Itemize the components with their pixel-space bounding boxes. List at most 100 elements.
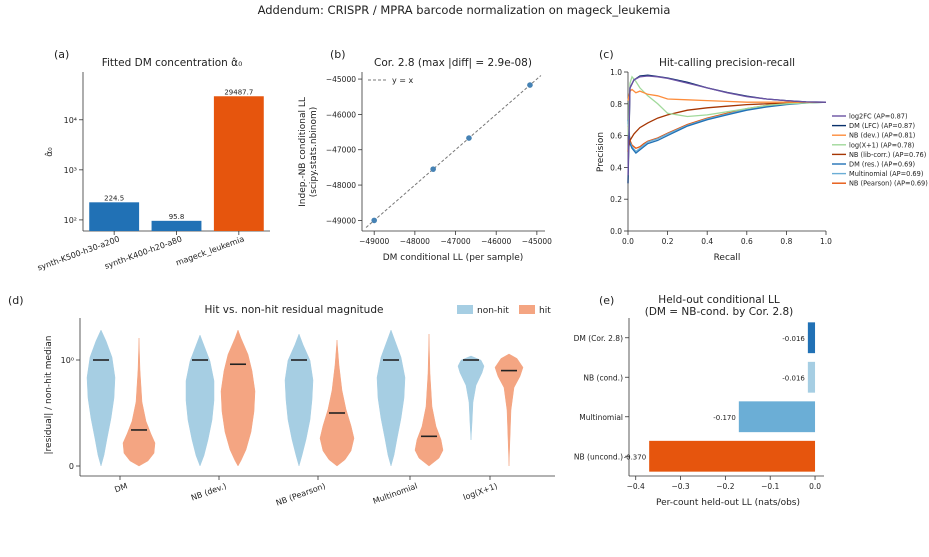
panel-c-legend-label: NB (Pearson) (AP=0.69): [849, 180, 928, 188]
panel-c-xtick-label: 0.4: [701, 237, 713, 246]
panel-d-xtick-label: log(X+1): [462, 481, 499, 502]
panel-d-ticks: 0 10⁰: [61, 356, 80, 471]
panel-d-violins: DM NB (dev.) NB (Pearson) Multinomial log(X+…: [86, 329, 524, 508]
panel-d-violin-nonhit: [86, 329, 116, 467]
panel-e-xtick-label: −0.3: [671, 482, 689, 491]
panel-d-legend-nonhit-swatch: [457, 305, 473, 314]
panel-c-legend-label: NB (dev.) (AP=0.81): [849, 132, 915, 140]
panel-c-series-line: [627, 101, 827, 153]
panel-e-ytick-label: Multinomial: [579, 413, 623, 422]
panel-b-axes: [361, 72, 545, 232]
panel-c-series-line: [627, 101, 826, 152]
panel-e: (e) Held-out conditional LL (DM = NB-con…: [574, 294, 824, 508]
panel-b-ytick-label: −47000: [326, 146, 356, 155]
panel-c-legend-label: DM (res.) (AP=0.69): [849, 161, 915, 169]
panel-a-bar: [89, 202, 140, 231]
panel-a-tag: (a): [54, 48, 69, 61]
panel-e-bar: [738, 401, 816, 433]
panel-c-legend-label: log(X+1) (AP=0.78): [849, 141, 914, 149]
panel-d-violin-hit: [494, 353, 524, 467]
panel-d-tag: (d): [8, 294, 24, 307]
panel-b-ytick-label: −45000: [326, 75, 356, 84]
panel-e-title-line2: (DM = NB-cond. by Cor. 2.8): [645, 306, 794, 318]
panel-e-value-label: -0.016: [782, 374, 805, 382]
panel-c-ticks: 0.00.0 0.2 0.2 0.4 0.4 0.6 0.6 0.8 0.8 1.0 1.0: [610, 68, 832, 246]
panel-d-xtick-label: DM: [113, 481, 128, 494]
panel-e-xtick-label: −0.1: [761, 482, 779, 491]
panel-d-title: Hit vs. non-hit residual magnitude: [205, 304, 384, 316]
panel-e-value-label: -0.170: [713, 414, 736, 422]
panel-e-xtick-label: 0.0: [809, 482, 821, 491]
panel-d-ylabel: |residual| / non-hit median: [44, 336, 54, 455]
panel-b-plot: [365, 75, 542, 228]
panel-c-series-line: [627, 75, 827, 136]
panel-a-value-label: 224.5: [104, 194, 124, 202]
panel-b-point: [371, 217, 378, 224]
panel-e-xtick-label: −0.4: [627, 482, 645, 491]
panel-e-ytick-label: DM (Cor. 2.8): [574, 334, 623, 343]
figure-suptitle: Addendum: CRISPR / MPRA barcode normaliz…: [258, 3, 671, 17]
panel-e-xtick-label: −0.2: [716, 482, 734, 491]
panel-e-bars: -0.016 -0.016 -0.170 -0.370: [624, 322, 816, 472]
panel-d-xtick-label: NB (Pearson): [275, 481, 327, 507]
panel-c-ytick-label: 0.4: [610, 163, 622, 172]
panel-d-violin-hit: [220, 329, 256, 467]
panel-d-legend-hit-swatch: [519, 305, 535, 314]
panel-b-xtick-label: −47000: [440, 237, 470, 246]
panel-c-ylabel: Precision: [596, 132, 606, 172]
panel-d-violin-nonhit: [185, 334, 215, 467]
panel-a-value-label: 29487.7: [224, 88, 253, 96]
panel-a-ytick-label: 10³: [64, 166, 77, 175]
panel-c-series-line: [627, 88, 826, 103]
panel-e-value-label: -0.370: [624, 453, 647, 461]
panel-a-ytick-label: 10²: [64, 216, 77, 225]
panel-a-ylabel: α̂₀: [44, 147, 55, 157]
panel-e-ytick-label: NB (uncond.): [574, 452, 623, 461]
panel-a-bar: [213, 96, 264, 231]
panel-c-series-line: [627, 101, 827, 150]
panel-b-ytick-label: −49000: [326, 216, 356, 225]
panel-b-xlabel: DM conditional LL (per sample): [383, 253, 524, 263]
panel-d-legend-hit-label: hit: [539, 306, 551, 316]
panel-e-value-label: -0.016: [782, 335, 805, 343]
panel-e-tag: (e): [599, 294, 614, 307]
panel-b-point: [430, 166, 436, 172]
panel-c-lines: [627, 74, 827, 184]
panel-d-ytick-label: 0: [69, 462, 74, 471]
panel-c-xlabel: Recall: [714, 253, 741, 263]
panel-c-xtick-label: 1.0: [820, 237, 832, 246]
panel-c-legend: log2FC (AP=0.87)DM (LFC) (AP=0.87) NB (de…: [832, 113, 928, 188]
panel-c-series-line: [627, 101, 827, 155]
panel-a-ytick-label: 10⁴: [64, 116, 77, 125]
panel-c-xtick-label: 0.0: [622, 237, 634, 246]
panel-c: (c) Hit-calling precision-recall Precisi…: [596, 48, 928, 263]
panel-a-value-label: 95.8: [169, 213, 185, 221]
panel-b-xtick-label: −49000: [359, 237, 389, 246]
panel-d-violin-nonhit: [376, 329, 406, 467]
panel-b-tag: (b): [330, 48, 346, 61]
panel-d-violin-nonhit: [284, 333, 314, 467]
panel-c-xtick-label: 0.6: [741, 237, 753, 246]
panel-d-axes: [79, 318, 555, 477]
panel-a-y-ticks: 10² 10³ 10⁴: [64, 116, 83, 225]
panel-c-series-line: [627, 75, 827, 176]
panel-b-ylabel-line2: (scipy.stats.nbinom): [309, 107, 319, 197]
panel-c-ytick-label: 0.2: [610, 195, 622, 204]
panel-b-xtick-label: −48000: [400, 237, 430, 246]
panel-b-legend-label: y = x: [392, 76, 414, 85]
panel-c-tag: (c): [599, 48, 614, 61]
panel-d: (d) Hit vs. non-hit residual magnitude |…: [8, 294, 555, 508]
panel-a-bar: [151, 220, 202, 231]
panel-d-ytick-label: 10⁰: [61, 356, 74, 365]
panel-d-xtick-label: Multinomial: [372, 481, 419, 505]
panel-d-violin-hit: [414, 333, 444, 467]
panel-c-ytick-label: 1.0: [610, 68, 622, 77]
panel-e-bar: [649, 440, 816, 472]
panel-b: (b) Cor. 2.8 (max |diff| = 2.9e-08) Inde…: [298, 48, 552, 263]
panel-e-bar: [807, 361, 816, 393]
panel-a-xtick-label: mageck_leukemia: [175, 234, 246, 267]
panel-d-violin-hit: [319, 339, 355, 467]
panel-e-bar: [807, 322, 816, 354]
panel-b-xtick-label: −46000: [481, 237, 511, 246]
panel-d-violin-nonhit: [457, 355, 485, 441]
